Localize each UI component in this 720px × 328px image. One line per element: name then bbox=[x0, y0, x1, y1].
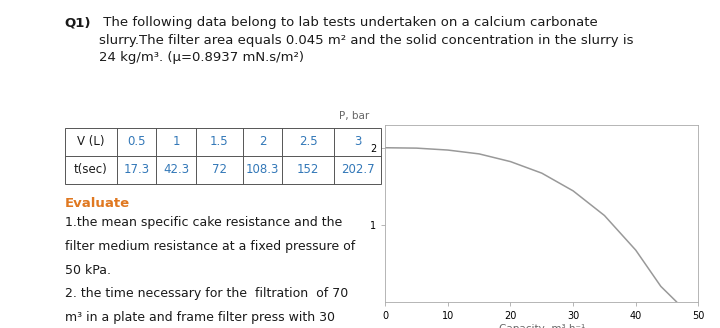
Text: 3: 3 bbox=[354, 135, 361, 148]
Text: V (L): V (L) bbox=[77, 135, 104, 148]
Text: 1.the mean specific cake resistance and the: 1.the mean specific cake resistance and … bbox=[65, 216, 342, 230]
Text: 17.3: 17.3 bbox=[123, 163, 150, 176]
Text: Evaluate: Evaluate bbox=[65, 197, 130, 210]
Text: 202.7: 202.7 bbox=[341, 163, 374, 176]
Text: The following data belong to lab tests undertaken on a calcium carbonate
slurry.: The following data belong to lab tests u… bbox=[99, 16, 634, 64]
Text: filter medium resistance at a fixed pressure of: filter medium resistance at a fixed pres… bbox=[65, 240, 355, 253]
Text: 2. the time necessary for the  filtration  of 70: 2. the time necessary for the filtration… bbox=[65, 287, 348, 300]
Text: 1: 1 bbox=[172, 135, 180, 148]
Text: 72: 72 bbox=[212, 163, 227, 176]
Text: m³ in a plate and frame filter press with 30: m³ in a plate and frame filter press wit… bbox=[65, 311, 335, 324]
Text: 108.3: 108.3 bbox=[246, 163, 279, 176]
Text: 2: 2 bbox=[258, 135, 266, 148]
Text: 2.5: 2.5 bbox=[299, 135, 318, 148]
Text: Q1): Q1) bbox=[65, 16, 91, 30]
X-axis label: Capacity, m³ h⁻¹: Capacity, m³ h⁻¹ bbox=[499, 323, 585, 328]
Text: 0.5: 0.5 bbox=[127, 135, 145, 148]
Text: 42.3: 42.3 bbox=[163, 163, 189, 176]
Text: 1.5: 1.5 bbox=[210, 135, 228, 148]
Text: 152: 152 bbox=[297, 163, 320, 176]
Text: t(sec): t(sec) bbox=[74, 163, 107, 176]
Y-axis label: P, bar: P, bar bbox=[338, 111, 369, 121]
Text: 50 kPa.: 50 kPa. bbox=[65, 264, 111, 277]
